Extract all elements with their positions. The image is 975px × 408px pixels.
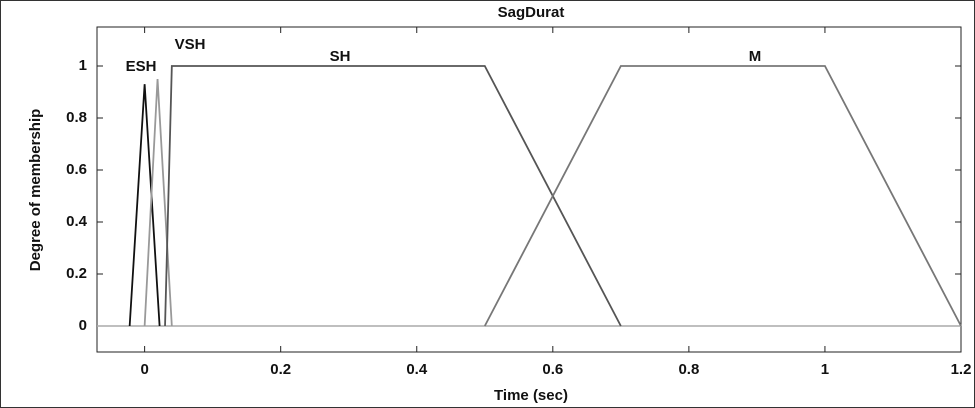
x-tick-label: 0.8 bbox=[678, 361, 699, 378]
series-label: SH bbox=[330, 48, 351, 65]
y-tick-label: 1 bbox=[79, 57, 87, 74]
x-tick-label: 0.6 bbox=[542, 361, 563, 378]
y-tick-label: 0.8 bbox=[66, 109, 87, 126]
y-tick-label: 0.4 bbox=[66, 213, 88, 230]
y-axis-label: Degree of membership bbox=[27, 109, 44, 272]
x-tick-label: 0.4 bbox=[406, 361, 428, 378]
y-tick-label: 0 bbox=[79, 317, 87, 334]
membership-line bbox=[128, 84, 161, 327]
series-label: VSH bbox=[175, 36, 206, 53]
x-axis-label: Time (sec) bbox=[494, 387, 568, 404]
x-tick-label: 0.2 bbox=[270, 361, 291, 378]
y-tick-label: 0.2 bbox=[66, 265, 87, 282]
x-tick-label: 0 bbox=[140, 361, 148, 378]
chart-title: SagDurat bbox=[498, 4, 565, 21]
y-tick-label: 0.6 bbox=[66, 161, 87, 178]
plot-frame bbox=[96, 26, 962, 353]
series-label: M bbox=[749, 48, 762, 65]
x-tick-label: 1 bbox=[821, 361, 829, 378]
membership-line bbox=[483, 65, 962, 327]
x-tick-label: 1.2 bbox=[951, 361, 972, 378]
series-label: ESH bbox=[126, 58, 157, 75]
